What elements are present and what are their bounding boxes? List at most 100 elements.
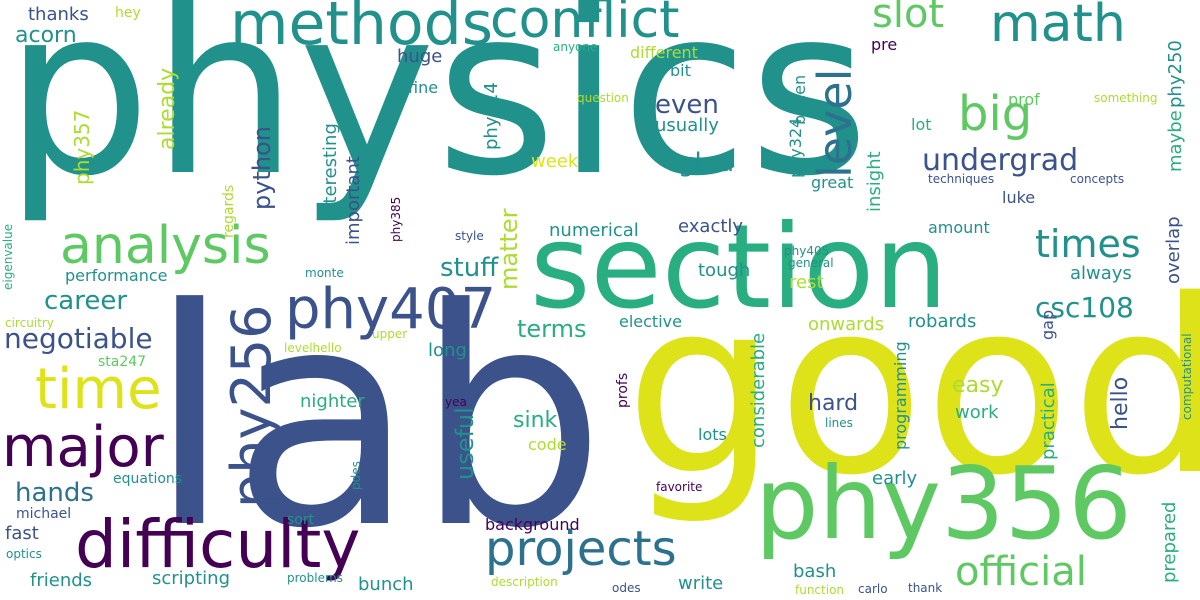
word-time: time [35,357,162,422]
word-phy256: phy256 [220,304,283,508]
word-official: official [955,549,1087,595]
word-fine: fine [408,78,439,97]
word-regards: regards [221,184,237,238]
word-bash: bash [793,561,837,582]
word-major: major [2,415,164,480]
word-hey: hey [115,5,141,21]
word-section: section [530,200,948,335]
word-lab: lab [148,245,606,594]
word-big: big [958,86,1033,142]
word-sta247: sta247 [98,354,147,370]
word-work: work [955,402,999,423]
word-important: important [343,156,364,245]
word-background: background [485,515,580,534]
word-hard: hard [808,391,859,416]
word-equations: equations [113,471,183,487]
word-phy407: phy407 [285,277,497,342]
word-useful: useful [451,407,479,480]
word-optics: optics [6,547,42,561]
word-something: something [1094,91,1158,105]
word-python: python [248,126,276,210]
word-hands: hands [15,478,94,508]
word-carlo: carlo [858,582,888,596]
word-overlap: overlap [1163,216,1184,284]
word-physics: physics [4,0,870,227]
word-prof: prof [1008,90,1040,109]
word-glad: glad [678,148,735,178]
word-times: times [1035,222,1141,266]
word-maybe: maybe [1165,110,1186,172]
word-lines: lines [825,416,853,430]
word-style: style [455,229,484,243]
word-eigenvalue: eigenvalue [1,223,15,290]
word-rest: rest [789,272,824,293]
word-programming: programming [891,341,910,450]
word-interesting: interesting [320,123,341,220]
word-already: already [155,67,180,150]
word-amount: amount [928,218,990,237]
word-great: great [811,173,854,192]
word-lots: lots [698,425,727,444]
word-practical: practical [1038,382,1059,460]
word-profs: profs [615,372,631,408]
word-phy356: phy356 [755,445,1132,562]
word-computational: computational [1180,333,1194,420]
word-lot: lot [911,115,932,134]
word-problems: problems [287,571,343,585]
word-good: good [625,248,1200,528]
word-thanks: thanks [28,4,89,25]
word-hello: hello [1108,376,1133,430]
word-sink: sink [513,408,558,433]
word-pre: pre [871,35,898,54]
word-sort: sort [287,512,315,528]
word-phy324: phy324 [786,117,805,178]
word-level: level [808,68,862,178]
word-performance: performance [65,266,168,285]
word-thank: thank [908,581,943,595]
word-nighter: nighter [300,391,365,412]
word-long: long [428,340,467,361]
word-early: early [872,468,918,489]
word-matter: matter [495,208,523,290]
word-techniques: techniques [928,172,995,186]
word-favorite: favorite [656,480,703,494]
word-pdes: pdes [349,461,363,490]
word-upper: upper [372,327,408,341]
word-methods: methods [230,0,493,59]
word-huge: huge [397,46,443,67]
word-bunch: bunch [358,574,414,595]
word-description: description [491,575,558,589]
word-considerable: considerable [748,332,769,448]
word-phy405: phy405 [784,244,830,258]
word-stuff: stuff [440,253,499,283]
word-levelhello: levelhello [284,341,342,355]
word-write: write [678,573,724,594]
word-phy357: phy357 [70,109,94,185]
word-tough: tough [698,260,751,281]
word-negotiable: negotiable [4,322,153,355]
word-phy250: phy250 [1165,40,1186,108]
word-elective: elective [619,312,682,331]
word-always: always [1070,263,1132,284]
word-math: math [990,0,1126,54]
word-prepared: prepared [1159,501,1180,583]
word-even: even [655,90,719,120]
word-week: week [531,151,579,172]
word-bit: bit [670,61,691,80]
word-concepts: concepts [1070,172,1125,186]
word-fast: fast [5,523,39,544]
word-acorn: acorn [15,23,77,48]
word-slot: slot [872,0,945,37]
word-general: general [788,256,834,270]
word-phy224: phy224 [481,82,502,150]
word-insight: insight [864,151,885,212]
word-career: career [44,286,128,316]
word-anyone: anyone [553,40,598,54]
word-conflict: conflict [490,0,680,50]
word-yea: yea [445,395,467,409]
word-usually: usually [655,115,719,136]
word-csc108: csc108 [1035,291,1134,324]
word-numerical: numerical [549,220,639,241]
word-exactly: exactly [678,216,744,237]
word-phy385: phy385 [389,196,403,242]
